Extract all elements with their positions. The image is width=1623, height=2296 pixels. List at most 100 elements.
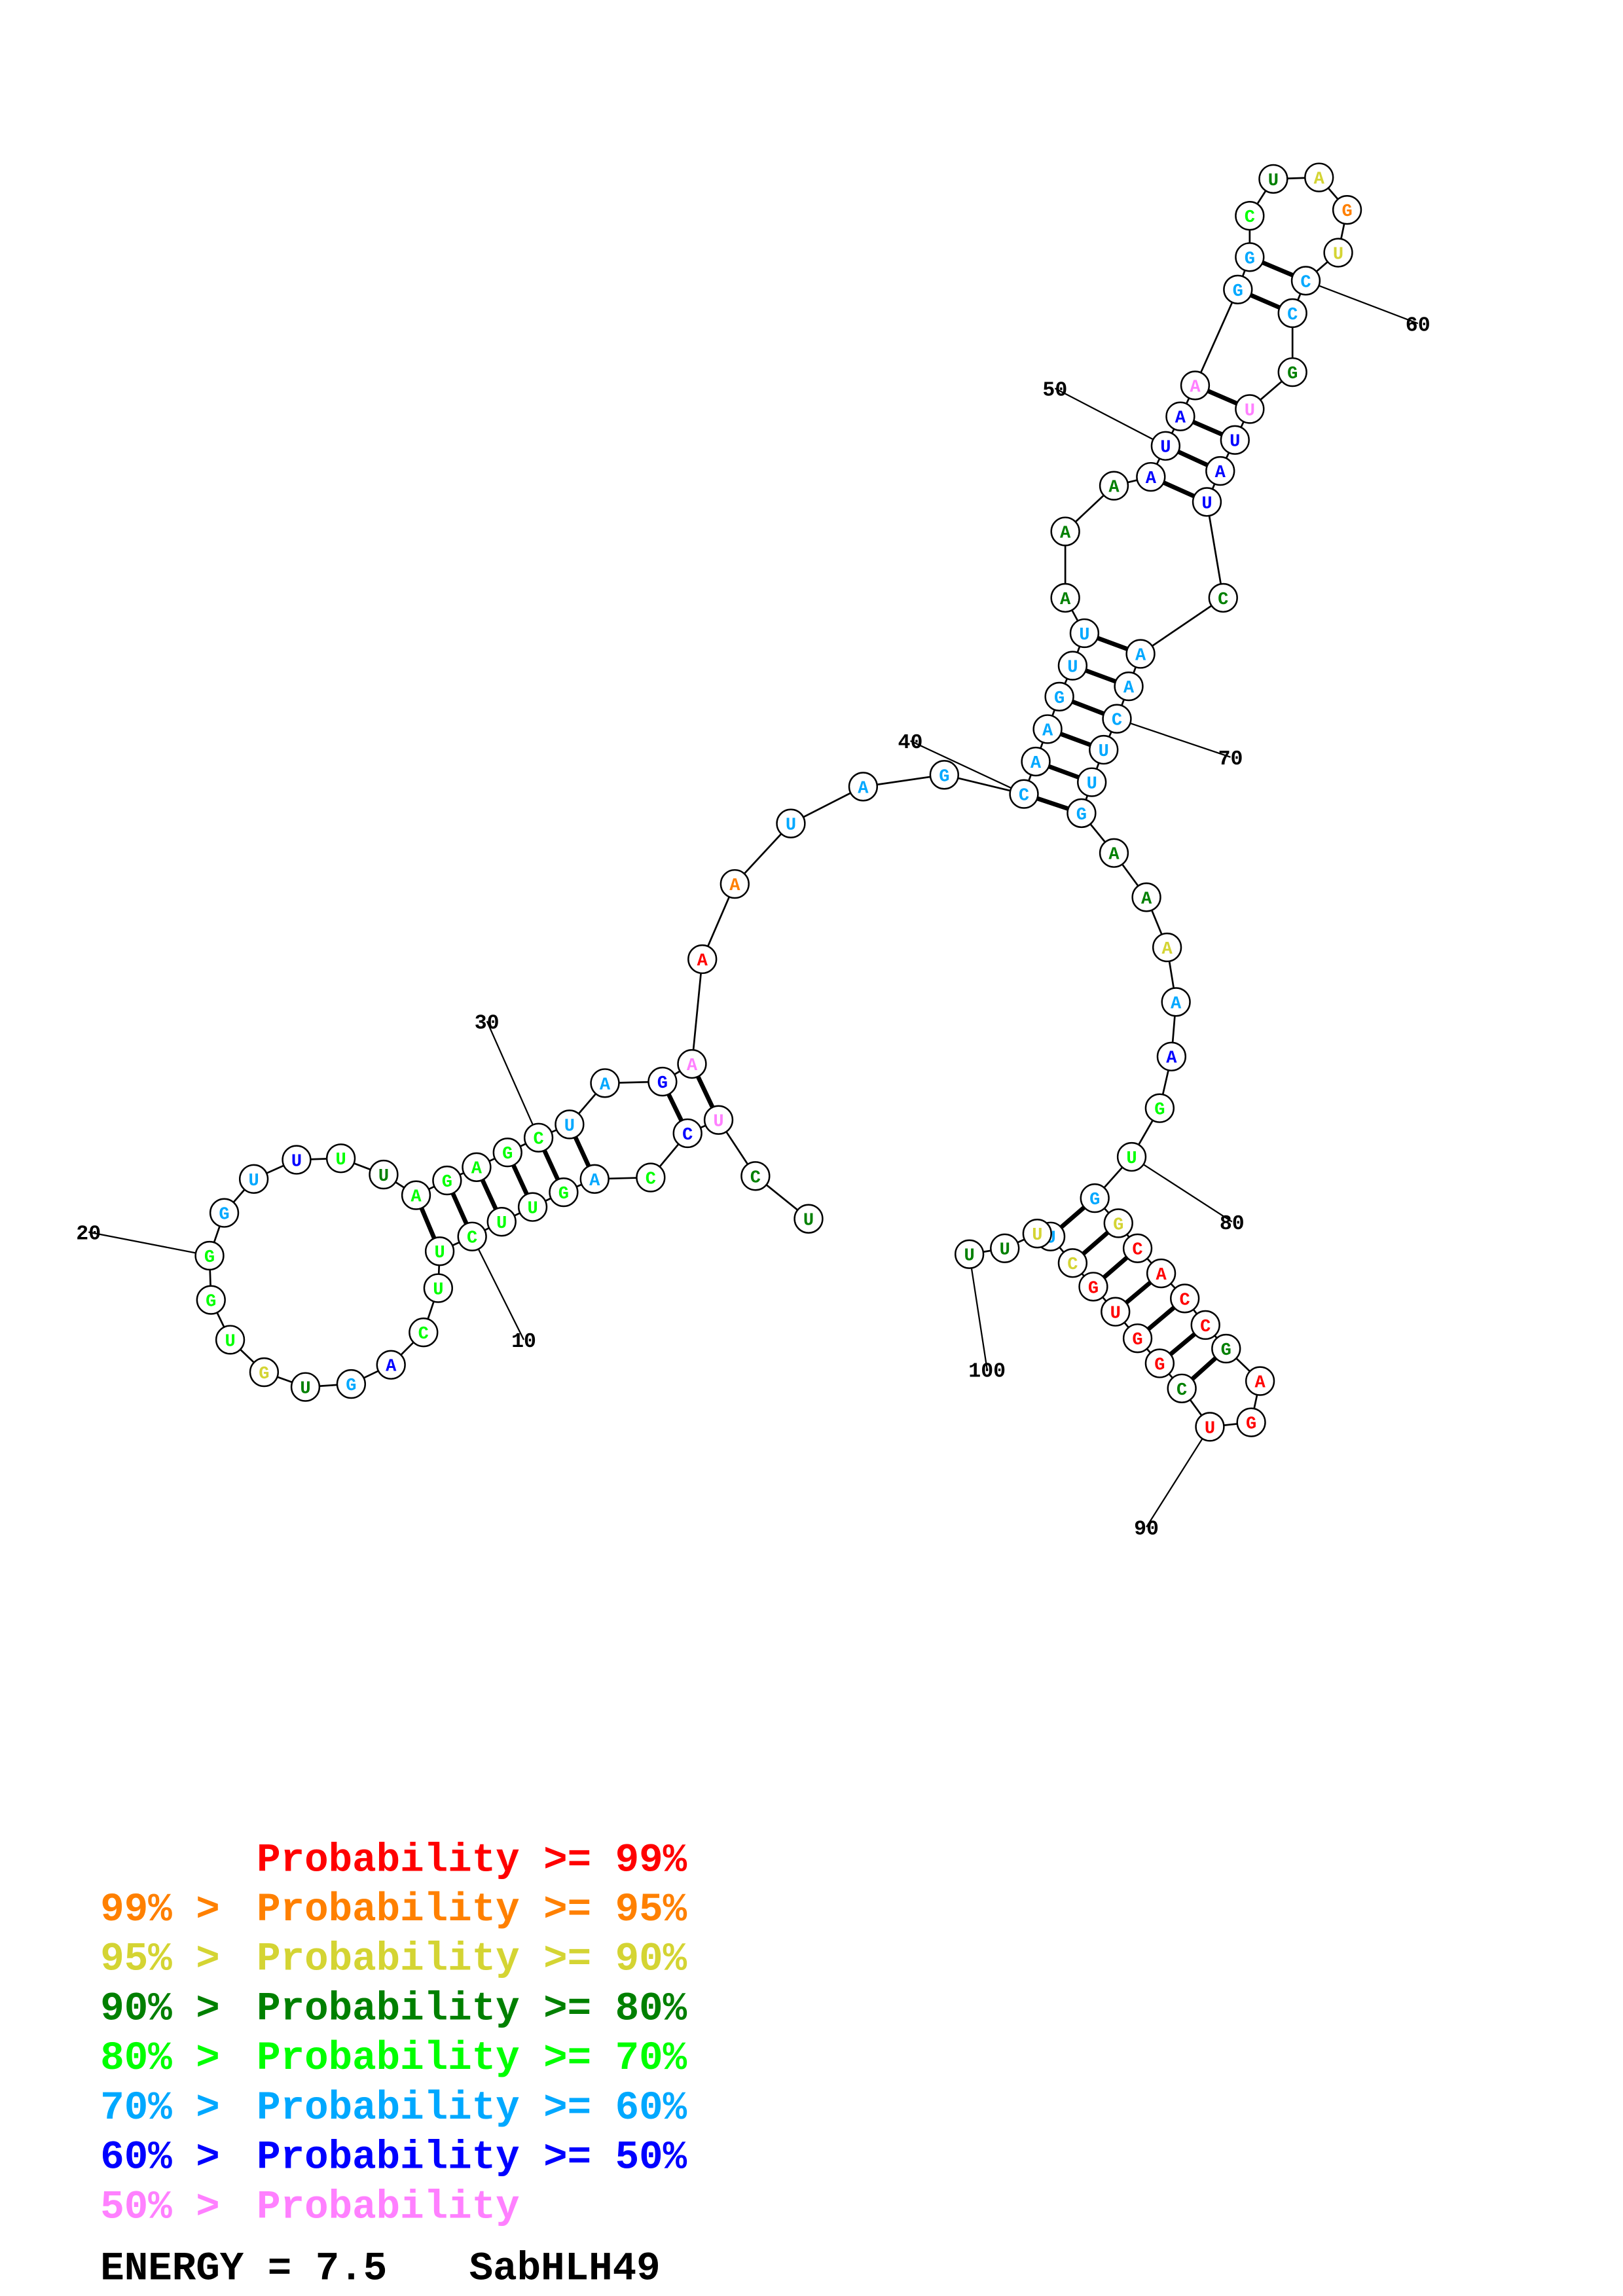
nucleotide-letter: U bbox=[300, 1379, 310, 1399]
position-label: 90 bbox=[1134, 1518, 1159, 1541]
nucleotide-letter: C bbox=[646, 1170, 656, 1190]
legend-prefix: 95% > bbox=[100, 1937, 220, 1982]
nucleotide-letter: A bbox=[1190, 377, 1201, 397]
nucleotide-circle bbox=[555, 1109, 585, 1139]
nucleotide: A bbox=[848, 772, 879, 802]
nucleotide: G bbox=[647, 1066, 678, 1097]
nucleotide: G bbox=[209, 1198, 240, 1228]
nucleotide-letter: C bbox=[1112, 711, 1122, 731]
nucleotide: C bbox=[636, 1162, 666, 1193]
nucleotide-letter: A bbox=[1042, 721, 1053, 741]
nucleotide-circle bbox=[1116, 1141, 1147, 1172]
nucleotide: G bbox=[336, 1369, 367, 1399]
nucleotide-letter: U bbox=[1268, 171, 1279, 191]
nucleotide: A bbox=[1152, 932, 1182, 963]
nucleotide: U bbox=[369, 1159, 399, 1190]
nucleotide-letter: U bbox=[1000, 1240, 1010, 1261]
nucleotide: A bbox=[590, 1068, 620, 1098]
nucleotide: G bbox=[1103, 1208, 1133, 1238]
nucleotide: U bbox=[990, 1233, 1020, 1263]
position-tick bbox=[1146, 1426, 1211, 1528]
nucleotide: A bbox=[1165, 401, 1195, 431]
nucleotide-letter: G bbox=[1154, 1100, 1165, 1121]
nucleotide-circle bbox=[1192, 487, 1222, 517]
nucleotide: A bbox=[1131, 882, 1161, 912]
nucleotide-letter: G bbox=[1154, 1355, 1165, 1375]
position-tick bbox=[471, 1236, 525, 1340]
position-label: 30 bbox=[475, 1012, 500, 1035]
nucleotide: G bbox=[249, 1357, 280, 1388]
position-label: 100 bbox=[968, 1360, 1006, 1383]
nucleotide: G bbox=[1122, 1323, 1153, 1354]
position-tick bbox=[486, 1020, 539, 1138]
nucleotide-letter: U bbox=[1032, 1225, 1042, 1246]
nucleotide-circle bbox=[336, 1369, 367, 1399]
nucleotide-circle bbox=[776, 808, 806, 838]
nucleotide-circle bbox=[215, 1325, 246, 1355]
nucleotide-letter: U bbox=[1099, 742, 1109, 762]
nucleotide-letter: A bbox=[410, 1187, 422, 1208]
nucleotide: A bbox=[1114, 671, 1144, 702]
nucleotide-circle bbox=[793, 1204, 824, 1234]
nucleotide-circle bbox=[1122, 1233, 1153, 1263]
nucleotide-circle bbox=[1165, 401, 1195, 431]
nucleotide-letter: A bbox=[471, 1159, 483, 1179]
nucleotide-circle bbox=[1050, 583, 1080, 613]
nucleotide: A bbox=[1156, 1041, 1187, 1071]
nucleotide: C bbox=[1170, 1283, 1200, 1314]
nucleotide: U bbox=[1195, 1412, 1225, 1442]
nucleotide-circle bbox=[549, 1177, 579, 1208]
nucleotide-letter: A bbox=[858, 778, 869, 798]
nucleotide-circle bbox=[1067, 798, 1097, 829]
nucleotide-circle bbox=[1021, 746, 1051, 777]
nucleotide: A bbox=[462, 1152, 492, 1182]
nucleotide-circle bbox=[376, 1350, 406, 1380]
nucleotide-circle bbox=[282, 1145, 312, 1175]
nucleotide-letter: U bbox=[713, 1112, 723, 1132]
nucleotide-letter: G bbox=[1246, 1414, 1256, 1435]
nucleotide: A bbox=[376, 1350, 406, 1380]
nucleotide: C bbox=[1122, 1233, 1153, 1263]
nucleotide-circle bbox=[486, 1207, 517, 1237]
nucleotide-letter: C bbox=[418, 1324, 429, 1344]
nucleotide-letter: C bbox=[750, 1168, 761, 1188]
nucleotide: A bbox=[1304, 162, 1334, 192]
nucleotide: U bbox=[1323, 238, 1353, 268]
nucleotide-circle bbox=[1103, 1208, 1133, 1238]
nucleotide-letter: U bbox=[1245, 401, 1255, 421]
nucleotide-circle bbox=[1099, 838, 1129, 868]
nucleotide: C bbox=[1102, 704, 1132, 734]
nucleotide: G bbox=[549, 1177, 579, 1208]
nucleotide-letter: U bbox=[1205, 1418, 1215, 1439]
nucleotide: U bbox=[793, 1204, 824, 1234]
nucleotide-circle bbox=[1167, 1373, 1197, 1403]
nucleotide-circle bbox=[677, 1049, 707, 1079]
nucleotide: A bbox=[1032, 714, 1063, 744]
nucleotide: G bbox=[1144, 1093, 1175, 1123]
legend-prefix: 90% > bbox=[100, 1986, 220, 2032]
nucleotide-letter: C bbox=[467, 1229, 477, 1249]
nucleotide-letter: C bbox=[1300, 272, 1311, 293]
nucleotide: A bbox=[1099, 471, 1129, 501]
nucleotide: G bbox=[1236, 1407, 1266, 1437]
nucleotide-circle bbox=[1195, 1412, 1225, 1442]
nucleotide-circle bbox=[720, 869, 750, 899]
nucleotide-letter: A bbox=[687, 1056, 698, 1076]
nucleotide-letter: G bbox=[1132, 1330, 1142, 1350]
nucleotide-letter: A bbox=[1162, 939, 1173, 960]
position-label: 80 bbox=[1220, 1213, 1245, 1236]
nucleotide-letter: U bbox=[291, 1151, 302, 1172]
energy-label: ENERGY = 7.5 bbox=[100, 2247, 387, 2292]
nucleotide-letter: A bbox=[1254, 1373, 1266, 1393]
nucleotide-circle bbox=[647, 1066, 678, 1097]
backbone-link bbox=[1140, 597, 1224, 655]
nucleotide-circle bbox=[1205, 456, 1235, 486]
nucleotide: G bbox=[1080, 1183, 1110, 1213]
nucleotide: U bbox=[290, 1372, 321, 1402]
nucleotide: A bbox=[1021, 746, 1051, 777]
legend-label: Probability >= 90% bbox=[257, 1937, 687, 1982]
nucleotide-letter: G bbox=[1233, 281, 1243, 302]
nucleotide-circle bbox=[1057, 1248, 1088, 1278]
nucleotide-circle bbox=[249, 1357, 280, 1388]
